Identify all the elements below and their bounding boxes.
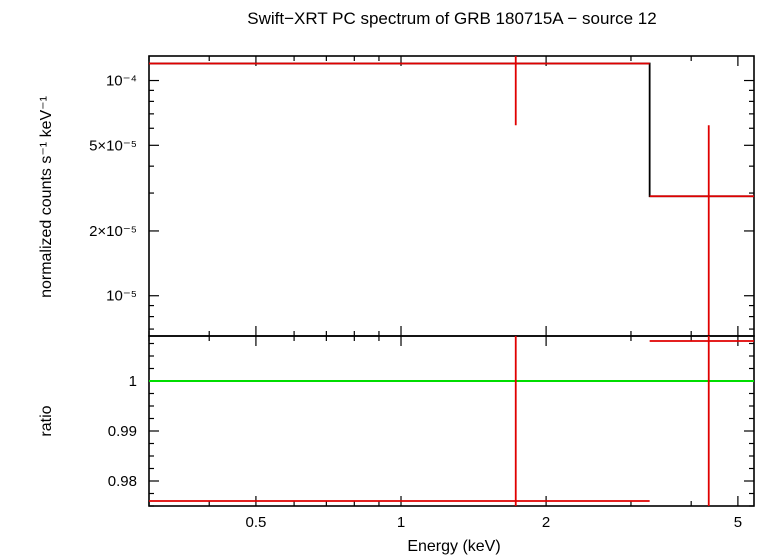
- spectrum-panel: 10⁻⁵ 2×10⁻⁵ 5×10⁻⁵ 10⁻⁴: [89, 55, 755, 337]
- plot-frame: [148, 335, 755, 507]
- y-tick-label: 0.98: [108, 473, 137, 490]
- x-axis-label: Energy (keV): [407, 538, 500, 555]
- y-tick-label: 0.99: [108, 423, 137, 440]
- x-tick-label: 0.5: [245, 514, 266, 531]
- model-step-line: [149, 62, 754, 198]
- ratio-panel: 0.5 1 2 5 0.98 0.99 1: [108, 335, 755, 531]
- x-tick-label: 1: [397, 514, 405, 531]
- bottom-y-axis-label: ratio: [38, 405, 55, 436]
- x-tick-label: 5: [734, 514, 742, 531]
- y-tick-label: 2×10⁻⁵: [89, 223, 137, 240]
- y-tick-label: 10⁻⁵: [106, 288, 137, 305]
- top-y-axis-label: normalized counts s⁻¹ keV⁻¹: [38, 96, 55, 298]
- y-tick-label: 10⁻⁴: [106, 73, 137, 90]
- y-tick-label: 5×10⁻⁵: [89, 137, 137, 154]
- chart-title: Swift−XRT PC spectrum of GRB 180715A − s…: [247, 9, 656, 28]
- y-tick-label: 1: [129, 373, 137, 390]
- x-tick-label: 2: [542, 514, 550, 531]
